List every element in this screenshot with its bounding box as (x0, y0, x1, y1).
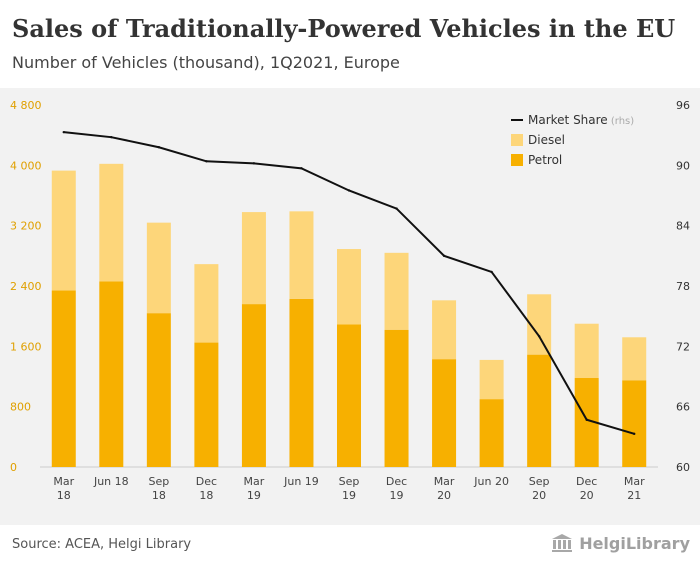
x-tick-label: 20 (532, 489, 546, 502)
bar-petrol (337, 324, 361, 467)
y-right-tick-label: 72 (676, 340, 690, 353)
bar-petrol (99, 281, 124, 467)
chart-footer: Source: ACEA, Helgi Library HelgiLibrary (0, 525, 700, 568)
x-tick-label: Sep (148, 475, 169, 488)
bar-diesel (194, 264, 219, 343)
x-tick-label: 19 (247, 489, 261, 502)
y-right-tick-label: 84 (676, 220, 690, 233)
point-market-share (110, 135, 113, 139)
bar-petrol (479, 399, 504, 467)
x-tick-label: Dec (196, 475, 217, 488)
legend-label: Petrol (528, 153, 562, 167)
y-left-tick-label: 2 400 (10, 280, 42, 293)
y-left-tick-label: 4 000 (10, 159, 42, 172)
x-tick-label: 18 (152, 489, 166, 502)
chart-subtitle: Number of Vehicles (thousand), 1Q2021, E… (12, 53, 400, 72)
point-market-share (442, 254, 446, 258)
y-right-tick-label: 78 (676, 280, 690, 293)
bar-diesel (384, 252, 409, 330)
y-left-tick-label: 1 600 (10, 340, 42, 353)
point-market-share (633, 432, 636, 436)
x-tick-label: Mar (53, 475, 74, 488)
legend-label: Market Share (rhs) (528, 113, 634, 127)
point-market-share (585, 418, 588, 421)
bar-petrol (51, 290, 76, 467)
bar-petrol (384, 329, 409, 467)
x-tick-label: Dec (386, 475, 407, 488)
helgi-library-building-icon (552, 534, 573, 552)
helgi-library-logo: HelgiLibrary (551, 533, 690, 553)
bar-diesel (146, 222, 171, 314)
legend-label-text: Diesel (528, 133, 565, 147)
y-right-tick-label: 96 (676, 99, 690, 112)
chart-title: Sales of Traditionally-Powered Vehicles … (12, 14, 676, 43)
point-market-share (157, 146, 161, 149)
y-left-tick-label: 0 (10, 461, 17, 474)
legend-swatch-diesel (511, 134, 523, 146)
bar-petrol (194, 342, 219, 467)
point-market-share (252, 162, 256, 165)
source-note: Source: ACEA, Helgi Library (12, 537, 192, 552)
x-tick-label: Dec (576, 475, 597, 488)
legend-label-text: Petrol (528, 153, 562, 167)
bar-diesel (479, 359, 504, 400)
x-tick-label: Mar (244, 475, 265, 488)
point-market-share (395, 207, 398, 210)
bar-diesel (241, 212, 266, 305)
x-tick-label: 21 (627, 489, 641, 502)
legend-label: Diesel (528, 133, 565, 147)
y-right-tick-label: 66 (676, 401, 690, 414)
point-market-share (347, 189, 351, 192)
legend-swatch-petrol (511, 154, 523, 166)
logo-text: HelgiLibrary (579, 533, 690, 553)
x-tick-label: 20 (437, 489, 451, 502)
y-left-tick-label: 3 200 (10, 220, 42, 233)
x-tick-label: Sep (339, 475, 360, 488)
bar-diesel (337, 249, 361, 325)
bar-petrol (289, 298, 314, 467)
point-market-share (300, 167, 303, 170)
x-tick-label: 18 (57, 489, 71, 502)
x-tick-label: 19 (390, 489, 404, 502)
chart-svg: 0 800 1 600 2 400 3 200 4 000 4 800 60 66 72 78 84 9… (10, 99, 690, 502)
legend-label-suffix: (rhs) (608, 116, 635, 127)
bar-petrol (432, 359, 457, 467)
point-market-share (205, 160, 208, 163)
bar-diesel (289, 211, 314, 299)
legend-label-text: Market Share (528, 113, 608, 127)
bar-diesel (432, 300, 457, 360)
point-market-share (490, 270, 493, 274)
bar-diesel (574, 323, 599, 379)
x-tick-label: Jun 18 (93, 475, 129, 488)
bar-petrol (241, 304, 266, 467)
x-tick-label: Jun 20 (473, 475, 509, 488)
bar-diesel (99, 163, 124, 282)
bar-petrol (527, 354, 552, 467)
x-tick-label: 20 (580, 489, 594, 502)
y-right-tick-label: 90 (676, 159, 690, 172)
bar-diesel (622, 337, 647, 381)
y-left-tick-label: 4 800 (10, 99, 42, 112)
point-market-share (537, 335, 541, 338)
x-tick-label: 18 (199, 489, 213, 502)
bar-petrol (146, 313, 171, 467)
chart-header: Sales of Traditionally-Powered Vehicles … (0, 0, 700, 88)
x-tick-label: Mar (624, 475, 645, 488)
y-right-tick-label: 60 (676, 461, 690, 474)
x-tick-label: Jun 19 (283, 475, 319, 488)
bar-diesel (51, 170, 76, 291)
x-tick-label: 19 (342, 489, 356, 502)
x-tick-label: Mar (434, 475, 455, 488)
y-left-tick-label: 800 (10, 401, 31, 414)
x-tick-label: Sep (529, 475, 550, 488)
bar-petrol (622, 380, 647, 467)
point-market-share (62, 130, 65, 134)
